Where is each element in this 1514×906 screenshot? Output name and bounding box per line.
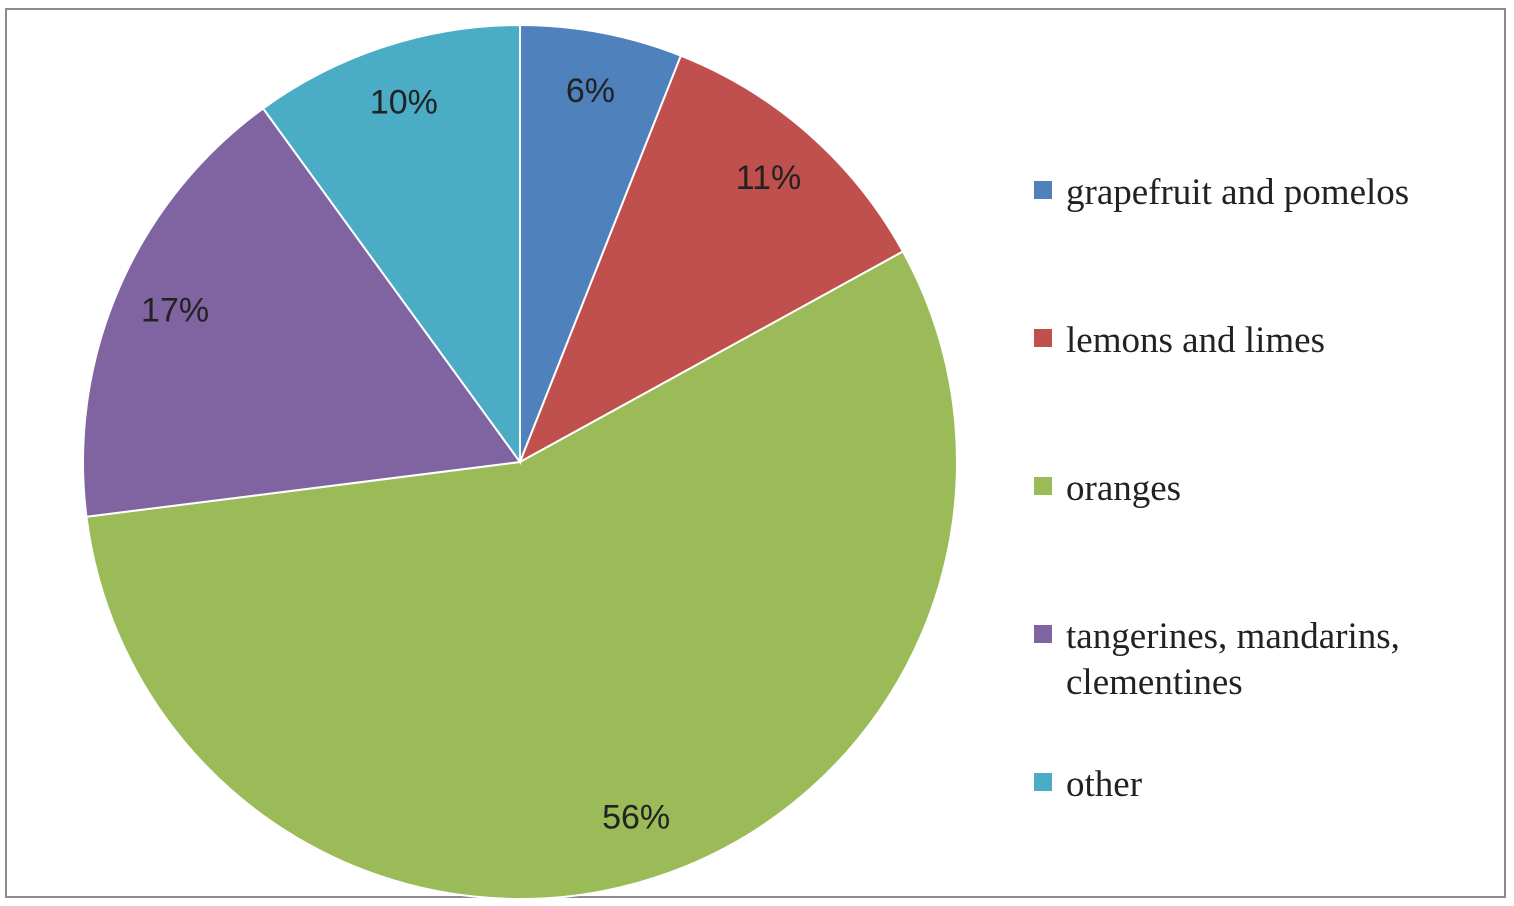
- data-label: 11%: [736, 159, 802, 197]
- legend-label: oranges: [1066, 468, 1182, 509]
- legend-swatch: [1034, 625, 1052, 643]
- legend-swatch: [1034, 329, 1052, 347]
- legend-label: lemons and limes: [1066, 320, 1325, 361]
- chart-frame: [5, 8, 1506, 898]
- legend-swatch: [1034, 477, 1052, 495]
- legend-label: other: [1066, 764, 1143, 805]
- legend-label: grapefruit and pomelos: [1066, 172, 1410, 213]
- legend-item: oranges: [1034, 466, 1484, 512]
- pie-slice: [85, 250, 958, 900]
- pie-slice: [519, 23, 683, 463]
- legend-swatch: [1034, 773, 1052, 791]
- data-label: 10%: [370, 84, 438, 122]
- legend-swatch: [1034, 181, 1052, 199]
- data-label: 56%: [602, 798, 670, 836]
- legend-item: other: [1034, 762, 1484, 808]
- legend-item: grapefruit and pomelos: [1034, 170, 1484, 216]
- legend-label: tangerines, mandarins, clementines: [1066, 616, 1400, 703]
- legend-item: lemons and limes: [1034, 318, 1484, 364]
- pie-slice: [261, 23, 521, 466]
- legend-item: tangerines, mandarins, clementines: [1034, 614, 1484, 706]
- data-label: 6%: [566, 72, 615, 110]
- data-label: 17%: [141, 292, 209, 330]
- pie-slice: [518, 54, 905, 465]
- pie-slice: [82, 107, 522, 518]
